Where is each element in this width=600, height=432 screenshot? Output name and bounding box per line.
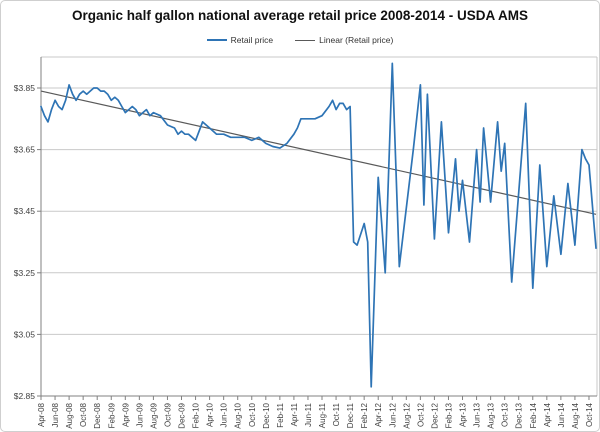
x-tick-label: Jun-14 [557,402,566,427]
x-tick-label: Aug-14 [571,402,580,428]
x-tick-label: Apr-14 [543,402,552,427]
x-tick-label: Feb-11 [276,402,285,427]
x-tick-label: Dec-09 [178,402,187,428]
x-tick-label: Aug-12 [402,402,411,428]
legend-item-linear-trend: Linear (Retail price) [295,35,393,45]
x-tick-label: Feb-09 [107,402,116,428]
x-tick-label: Jun-10 [220,402,229,427]
x-tick-label: Apr-13 [459,402,468,427]
y-tick-label: $3.65 [14,145,36,155]
x-tick-label: Oct-11 [332,402,341,426]
y-tick-label: $2.85 [14,391,36,401]
x-tick-label: Feb-14 [529,402,538,428]
x-tick-label: Jun-11 [304,402,313,426]
x-tick-label: Jun-09 [135,402,144,427]
x-tick-label: Dec-12 [430,402,439,428]
x-tick-label: Aug-10 [234,402,243,428]
x-tick-label: Dec-13 [515,402,524,428]
y-tick-label: $3.45 [14,206,36,216]
x-tick-label: Feb-12 [360,402,369,428]
legend-label-retail-price: Retail price [230,35,274,45]
legend-label-linear-trend: Linear (Retail price) [319,35,394,45]
x-tick-label: Apr-08 [37,402,46,427]
x-tick-label: Dec-10 [262,402,271,428]
trend-line [40,90,597,215]
legend-item-retail-price: Retail price [206,35,274,45]
x-tick-label: Oct-12 [416,402,425,427]
x-tick-label: Feb-13 [444,402,453,428]
x-tick-label: Oct-10 [248,402,257,427]
x-tick-label: Oct-14 [585,402,594,427]
x-tick-label: Aug-11 [318,402,327,428]
x-tick-label: Apr-09 [121,402,130,427]
y-tick-label: $3.85 [14,83,36,93]
x-tick-label: Feb-10 [192,402,201,428]
x-tick-label: Aug-08 [65,402,74,428]
trend-line-swatch [295,39,316,41]
legend: Retail price Linear (Retail price) [1,35,599,45]
x-tick-label: Jun-08 [51,402,60,427]
x-tick-label: Dec-08 [93,402,102,428]
x-tick-label: Oct-08 [79,402,88,427]
x-tick-label: Apr-10 [206,402,215,427]
chart-title: Organic half gallon national average ret… [72,8,528,23]
retail-price-line [40,62,597,388]
x-tick-label: Aug-13 [487,402,496,428]
x-tick-label: Jun-13 [473,402,482,427]
x-tick-label: Apr-12 [374,402,383,427]
x-tick-label: Dec-11 [346,402,355,428]
retail-price-line-swatch [206,39,227,41]
x-tick-label: Aug-09 [149,402,158,428]
y-tick-label: $3.05 [14,329,36,339]
x-tick-label: Apr-11 [290,402,299,426]
x-tick-label: Oct-13 [501,402,510,427]
x-tick-label: Jun-12 [388,402,397,427]
x-tick-label: Oct-09 [163,402,172,427]
y-tick-label: $3.25 [14,268,36,278]
